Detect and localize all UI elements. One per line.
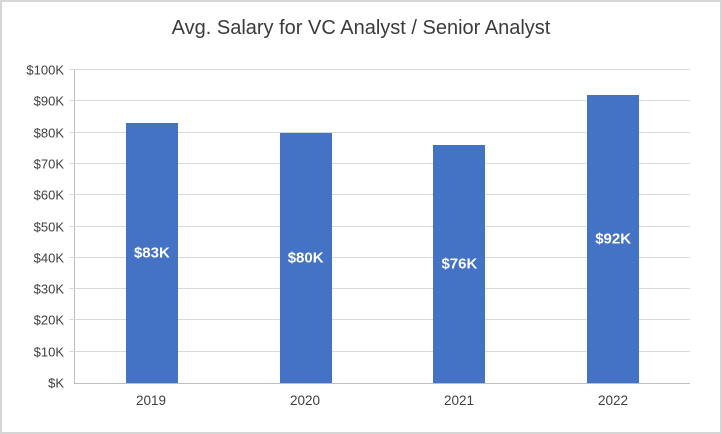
y-tick-label: $40K xyxy=(33,250,64,266)
bars-row: $83K $80K $76K $92K xyxy=(75,70,690,383)
gridline xyxy=(69,350,690,352)
y-tick-label: $K xyxy=(48,375,64,391)
x-tick-label: 2019 xyxy=(135,393,167,408)
y-tick-label: $70K xyxy=(33,156,64,172)
bar-cell: $83K xyxy=(75,70,229,383)
x-axis: 2019 2020 2021 2022 xyxy=(74,393,690,408)
plot-wrap: $83K $80K $76K $92K 2019 2020 2021 2022 xyxy=(69,69,690,408)
chart-body: $100K $90K $80K $70K $60K $50K $40K $30K $20K $10… xyxy=(18,63,690,408)
gridline xyxy=(69,69,690,70)
bar-value-label: $80K xyxy=(287,249,324,267)
chart-title: Avg. Salary for VC Analyst / Senior Anal… xyxy=(171,17,551,39)
y-tick-label: $100K xyxy=(26,62,64,78)
gridline xyxy=(69,319,690,321)
bar-cell: $76K xyxy=(383,70,537,383)
bar-2019: $83K xyxy=(125,123,178,383)
gridline xyxy=(69,162,690,164)
bar-value-label: $76K xyxy=(441,255,478,273)
y-axis: $100K $90K $80K $70K $60K $50K $40K $30K $20K $10… xyxy=(18,63,74,391)
bar-cell: $92K xyxy=(536,70,690,383)
x-tick-label: 2020 xyxy=(289,393,321,408)
bar-value-label: $83K xyxy=(133,244,170,262)
y-tick-label: $10K xyxy=(33,344,64,360)
gridline xyxy=(69,256,690,258)
y-tick-label: $30K xyxy=(33,281,64,297)
y-tick-label: $20K xyxy=(33,312,64,328)
gridline xyxy=(69,131,690,133)
gridline xyxy=(69,225,690,227)
gridline xyxy=(69,194,690,196)
bar-cell: $80K xyxy=(229,70,383,383)
y-tick-label: $50K xyxy=(33,219,64,234)
bar-2021: $76K xyxy=(433,145,486,383)
x-tick-label: 2022 xyxy=(597,393,629,408)
bar-2022: $92K xyxy=(587,95,640,383)
gridline xyxy=(69,100,690,102)
bar-value-label: $92K xyxy=(595,230,632,248)
x-tick-label: 2021 xyxy=(443,393,475,408)
bar-2020: $80K xyxy=(279,132,332,383)
gridline xyxy=(69,288,690,290)
y-tick-label: $60K xyxy=(33,187,64,203)
plot-area: $83K $80K $76K $92K xyxy=(69,69,690,384)
y-tick-label: $90K xyxy=(33,93,64,109)
y-tick-label: $80K xyxy=(33,125,64,141)
